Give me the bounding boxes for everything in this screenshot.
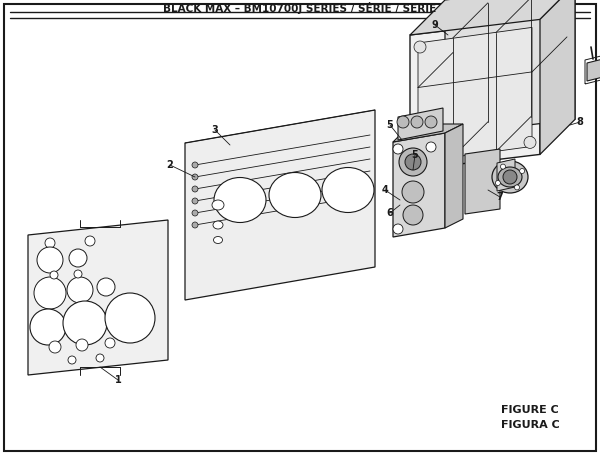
Polygon shape [445, 0, 575, 135]
Circle shape [105, 338, 115, 348]
FancyBboxPatch shape [4, 4, 596, 451]
Polygon shape [393, 133, 445, 237]
Polygon shape [445, 124, 463, 228]
Text: 9: 9 [431, 20, 439, 30]
Ellipse shape [213, 221, 223, 229]
Polygon shape [410, 20, 540, 170]
Polygon shape [497, 159, 515, 191]
Circle shape [69, 249, 87, 267]
Ellipse shape [214, 237, 223, 243]
Ellipse shape [214, 177, 266, 222]
Polygon shape [418, 27, 532, 162]
Circle shape [74, 270, 82, 278]
Circle shape [496, 181, 500, 186]
Polygon shape [398, 108, 443, 140]
Text: 8: 8 [577, 117, 583, 127]
Circle shape [192, 174, 198, 180]
Polygon shape [587, 59, 600, 81]
Circle shape [414, 152, 426, 164]
Circle shape [192, 222, 198, 228]
Circle shape [34, 277, 66, 309]
Circle shape [393, 224, 403, 234]
Circle shape [37, 247, 63, 273]
Text: 3: 3 [212, 125, 218, 135]
Ellipse shape [492, 161, 528, 193]
Circle shape [397, 116, 409, 128]
Circle shape [393, 144, 403, 154]
Polygon shape [393, 124, 463, 142]
Circle shape [411, 116, 423, 128]
Circle shape [49, 341, 61, 353]
Circle shape [500, 164, 505, 169]
Text: FIGURA C: FIGURA C [500, 420, 559, 430]
Polygon shape [28, 220, 168, 375]
Text: 4: 4 [382, 185, 388, 195]
Circle shape [192, 162, 198, 168]
Circle shape [192, 210, 198, 216]
Circle shape [515, 185, 520, 190]
Polygon shape [410, 0, 575, 35]
Circle shape [30, 309, 66, 345]
Circle shape [97, 278, 115, 296]
Circle shape [105, 293, 155, 343]
Circle shape [50, 271, 58, 279]
Circle shape [426, 142, 436, 152]
Circle shape [503, 170, 517, 184]
Circle shape [76, 339, 88, 351]
Circle shape [425, 116, 437, 128]
Ellipse shape [212, 200, 224, 210]
Circle shape [524, 136, 536, 148]
Ellipse shape [498, 167, 522, 187]
Circle shape [405, 154, 421, 170]
Text: 6: 6 [386, 208, 394, 218]
Text: FIGURE C: FIGURE C [501, 405, 559, 415]
Circle shape [85, 236, 95, 246]
Text: BLACK MAX – BM10700J SERIES / SÉRIE / SERIE: BLACK MAX – BM10700J SERIES / SÉRIE / SE… [163, 2, 437, 14]
Circle shape [403, 205, 423, 225]
Text: 5: 5 [386, 120, 394, 130]
Circle shape [67, 277, 93, 303]
Circle shape [402, 181, 424, 203]
Circle shape [68, 356, 76, 364]
Circle shape [63, 301, 107, 345]
Circle shape [96, 354, 104, 362]
Circle shape [399, 148, 427, 176]
Polygon shape [465, 149, 500, 214]
Text: 2: 2 [167, 160, 173, 170]
Polygon shape [185, 110, 375, 300]
Circle shape [414, 41, 426, 53]
Circle shape [45, 238, 55, 248]
Ellipse shape [269, 172, 321, 217]
Polygon shape [540, 0, 575, 154]
Text: 5: 5 [412, 150, 418, 160]
Text: 1: 1 [115, 375, 121, 385]
Circle shape [520, 168, 524, 173]
Text: 7: 7 [497, 192, 503, 202]
Circle shape [192, 198, 198, 204]
Circle shape [192, 186, 198, 192]
Ellipse shape [322, 167, 374, 212]
